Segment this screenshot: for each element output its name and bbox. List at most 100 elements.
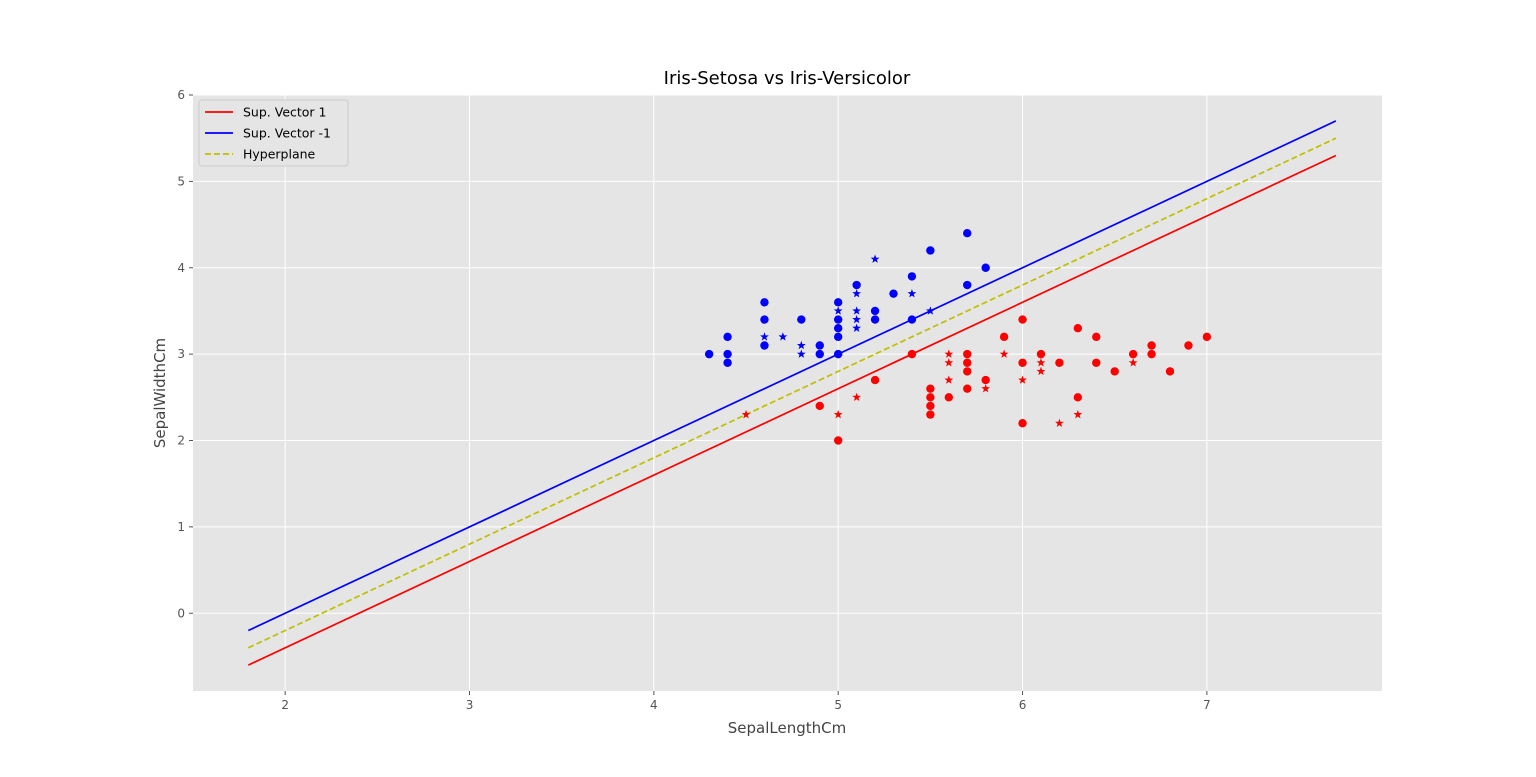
data-point: [944, 393, 953, 402]
data-point-star: [981, 384, 991, 393]
data-point-star: [944, 375, 954, 384]
data-point: [723, 349, 732, 359]
data-point: [1092, 358, 1101, 367]
y-tick-label: 3: [177, 347, 185, 361]
y-tick-label: 6: [177, 88, 185, 102]
data-point: [926, 246, 935, 255]
data-point: [926, 393, 935, 402]
data-point: [981, 263, 990, 272]
data-point-star: [907, 289, 917, 298]
data-point-star: [1036, 366, 1046, 376]
data-point: [1165, 367, 1175, 376]
x-axis-label: SepalLengthCm: [728, 719, 846, 737]
data-point: [1055, 358, 1064, 367]
y-tick-label: 1: [177, 520, 185, 534]
data-point-star: [833, 306, 843, 315]
data-point: [963, 280, 972, 290]
data-point: [870, 315, 880, 324]
data-point-star: [1055, 418, 1064, 427]
data-point: [833, 436, 843, 445]
data-point-star: [1073, 409, 1083, 419]
data-point-star: [1128, 358, 1138, 367]
x-tick-label: 3: [466, 698, 474, 712]
data-point: [1202, 332, 1212, 342]
data-point: [1036, 349, 1046, 359]
data-point: [1073, 393, 1083, 402]
y-tick-label: 4: [177, 261, 185, 275]
data-point: [963, 229, 972, 238]
y-tick-label: 0: [177, 606, 185, 620]
data-point: [833, 349, 843, 359]
x-tick-label: 5: [834, 698, 842, 712]
data-point: [907, 315, 917, 324]
series-group: [247, 120, 1337, 666]
data-point-star: [852, 306, 861, 315]
data-point: [926, 410, 935, 419]
data-point-star: [852, 323, 861, 332]
data-point-star: [778, 332, 788, 341]
legend-box: [198, 99, 349, 167]
data-point: [1128, 349, 1138, 359]
data-point: [963, 384, 972, 393]
ticks-group: 2 3 4 5 6 7 0 1 2 3 4 5 6: [177, 88, 1210, 712]
data-point: [963, 349, 972, 359]
data-point: [723, 332, 732, 342]
data-point: [963, 367, 972, 376]
data-point: [815, 401, 824, 411]
x-tick-label: 2: [281, 698, 289, 712]
series-line: [247, 154, 1337, 666]
data-point: [1018, 358, 1027, 367]
data-point: [1092, 332, 1101, 342]
series-line: [247, 120, 1337, 632]
data-point: [833, 332, 843, 342]
chart-title: Iris-Setosa vs Iris-Versicolor: [664, 68, 911, 89]
data-point: [926, 384, 935, 393]
legend-label: Sup. Vector -1: [243, 126, 331, 141]
data-point: [1018, 419, 1027, 428]
data-point: [999, 332, 1009, 342]
legend-label: Hyperplane: [243, 147, 316, 162]
data-point: [760, 315, 769, 324]
data-point: [797, 315, 806, 324]
data-point: [926, 401, 935, 411]
data-point-star: [852, 314, 861, 324]
x-tick-label: 4: [650, 698, 658, 712]
data-point: [1073, 324, 1083, 333]
data-point-star: [999, 349, 1009, 358]
data-point: [1184, 341, 1193, 350]
data-point: [833, 315, 843, 324]
data-point: [870, 306, 880, 316]
data-point-star: [870, 254, 880, 263]
data-point: [852, 280, 861, 290]
data-point: [833, 324, 843, 333]
data-point-star: [833, 409, 843, 419]
data-point: [723, 358, 732, 367]
data-point: [889, 289, 898, 298]
data-point: [1110, 367, 1119, 376]
x-tick-label: 6: [1019, 698, 1027, 712]
data-point: [1147, 341, 1156, 350]
data-point-star: [1036, 358, 1046, 367]
data-point-star: [944, 349, 954, 358]
data-point: [1147, 349, 1156, 359]
data-point: [963, 358, 972, 367]
legend-label: Sup. Vector 1: [243, 105, 327, 120]
data-point: [815, 341, 824, 350]
data-point-star: [796, 340, 806, 350]
series-line: [247, 137, 1337, 649]
x-tick-label: 7: [1203, 698, 1211, 712]
data-point: [1018, 315, 1027, 324]
data-point-star: [1018, 375, 1027, 384]
legend: Sup. Vector 1 Sup. Vector -1 Hyperplane: [198, 99, 349, 167]
data-point-star: [796, 349, 806, 358]
data-point-star: [741, 409, 751, 419]
y-tick-label: 5: [177, 174, 185, 188]
plot-background: [193, 95, 1382, 691]
data-point: [833, 298, 843, 307]
data-point: [870, 375, 880, 385]
data-point-star: [925, 306, 935, 315]
data-point: [704, 349, 714, 359]
data-point: [907, 349, 917, 359]
data-point: [760, 298, 769, 307]
